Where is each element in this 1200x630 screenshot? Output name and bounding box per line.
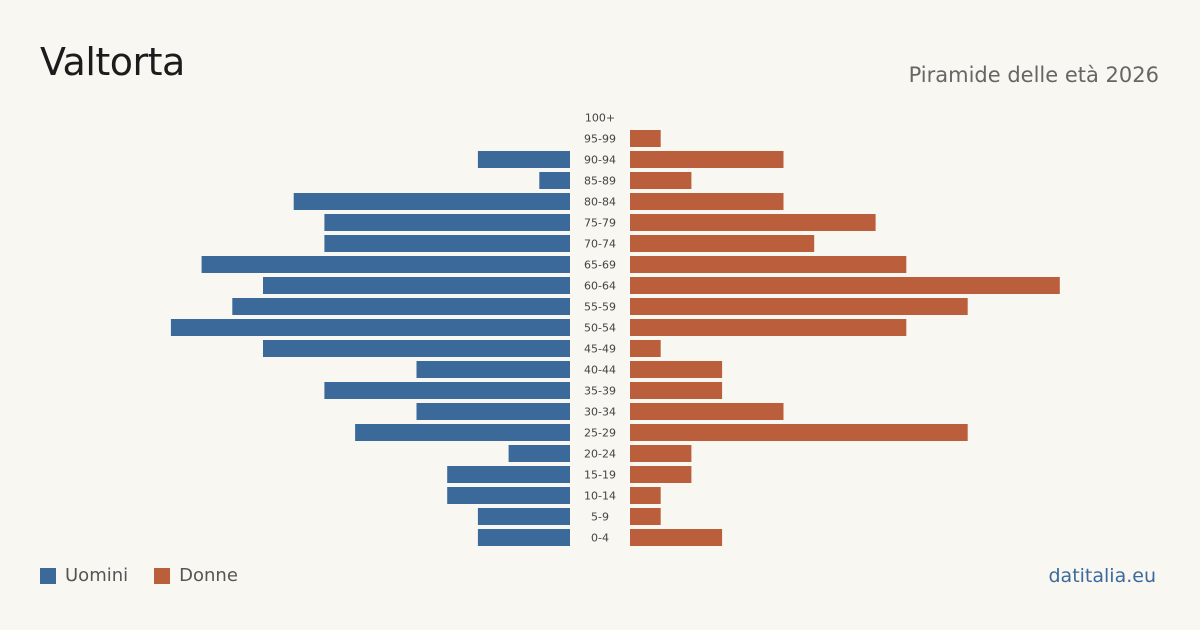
bar-women-85-89: [630, 172, 692, 189]
age-label-95-99: 95-99: [584, 133, 616, 146]
legend-label-men: Uomini: [65, 565, 129, 586]
age-label-55-59: 55-59: [584, 301, 616, 314]
bar-men-40-44: [416, 361, 570, 378]
bar-men-30-34: [416, 403, 570, 420]
legend-label-women: Donne: [179, 565, 238, 586]
bar-women-55-59: [630, 298, 968, 315]
age-label-5-9: 5-9: [591, 511, 609, 524]
age-label-25-29: 25-29: [584, 427, 616, 440]
bar-men-55-59: [232, 298, 571, 315]
source-link[interactable]: datitalia.eu: [1048, 565, 1157, 587]
bar-women-40-44: [630, 361, 723, 378]
bar-men-10-14: [447, 487, 570, 504]
page-title: Valtorta: [40, 40, 185, 84]
bar-women-75-79: [630, 214, 876, 231]
bar-men-0-4: [477, 529, 570, 546]
bar-men-80-84: [293, 193, 570, 210]
bar-men-85-89: [539, 172, 570, 189]
bar-women-30-34: [630, 403, 784, 420]
bar-women-70-74: [630, 235, 815, 252]
bar-men-45-49: [263, 340, 570, 357]
chart-subtitle: Piramide delle età 2026: [908, 63, 1159, 87]
age-label-35-39: 35-39: [584, 385, 616, 398]
legend-item-men: Uomini: [40, 565, 128, 586]
bar-women-95-99: [630, 130, 661, 147]
bar-men-50-54: [170, 319, 570, 336]
age-label-20-24: 20-24: [584, 448, 616, 461]
age-label-90-94: 90-94: [584, 154, 616, 167]
bar-women-90-94: [630, 151, 784, 168]
age-label-45-49: 45-49: [584, 343, 616, 356]
bar-women-25-29: [630, 424, 968, 441]
bar-men-65-69: [201, 256, 570, 273]
age-label-70-74: 70-74: [584, 238, 616, 251]
bar-women-65-69: [630, 256, 907, 273]
age-label-65-69: 65-69: [584, 259, 616, 272]
legend-swatch-women: [154, 567, 171, 584]
legend: Uomini Donne: [40, 565, 264, 586]
bar-men-90-94: [477, 151, 570, 168]
bar-men-35-39: [324, 382, 570, 399]
age-label-100plus: 100+: [585, 112, 615, 125]
bar-women-5-9: [630, 508, 661, 525]
age-label-0-4: 0-4: [591, 532, 609, 545]
age-label-85-89: 85-89: [584, 175, 616, 188]
bar-men-25-29: [355, 424, 570, 441]
legend-item-women: Donne: [154, 565, 238, 586]
bar-women-15-19: [630, 466, 692, 483]
age-label-10-14: 10-14: [584, 490, 616, 503]
age-label-50-54: 50-54: [584, 322, 616, 335]
bar-women-10-14: [630, 487, 661, 504]
bar-women-80-84: [630, 193, 784, 210]
bar-women-20-24: [630, 445, 692, 462]
bar-women-35-39: [630, 382, 723, 399]
bar-men-5-9: [477, 508, 570, 525]
age-label-75-79: 75-79: [584, 217, 616, 230]
age-label-60-64: 60-64: [584, 280, 616, 293]
bar-men-75-79: [324, 214, 570, 231]
age-label-80-84: 80-84: [584, 196, 616, 209]
bar-women-0-4: [630, 529, 723, 546]
age-label-15-19: 15-19: [584, 469, 616, 482]
bar-men-70-74: [324, 235, 570, 252]
legend-swatch-men: [40, 567, 56, 584]
age-label-30-34: 30-34: [584, 406, 616, 419]
bar-women-45-49: [630, 340, 661, 357]
bar-men-20-24: [508, 445, 570, 462]
age-label-40-44: 40-44: [584, 364, 616, 377]
bar-women-50-54: [630, 319, 907, 336]
bar-men-15-19: [447, 466, 570, 483]
bar-men-60-64: [263, 277, 570, 294]
bar-women-60-64: [630, 277, 1060, 294]
